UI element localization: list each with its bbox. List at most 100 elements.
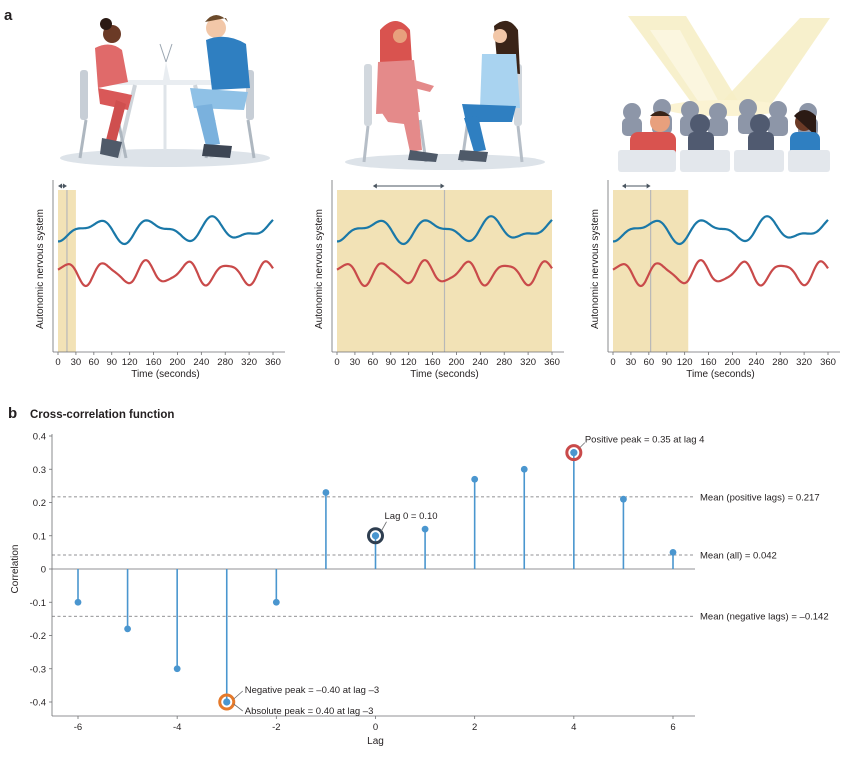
x-tick-label: 240 bbox=[472, 357, 488, 368]
cafe-table-scene-illustration bbox=[60, 15, 270, 167]
x-tick-label: -4 bbox=[173, 722, 181, 733]
y-tick-label: -0.3 bbox=[30, 664, 46, 675]
x-tick-label: 60 bbox=[644, 357, 655, 368]
x-tick-label: 360 bbox=[544, 357, 560, 368]
stem-point bbox=[421, 525, 429, 533]
y-tick-label: 0.3 bbox=[33, 465, 46, 476]
x-tick-label: 280 bbox=[772, 357, 788, 368]
timeseries-plot-1: 0 30 60 90 120 160 200 240 280 320 360 Time (second… bbox=[35, 180, 285, 380]
signal-line-red bbox=[612, 259, 829, 288]
y-tick-label: 0.4 bbox=[33, 432, 46, 443]
stem-point bbox=[124, 625, 131, 633]
x-axis-label: Lag bbox=[367, 736, 384, 747]
x-tick-label: 120 bbox=[122, 357, 138, 368]
reference-line-label: Mean (all) = 0.042 bbox=[700, 551, 777, 562]
x-tick-label: 280 bbox=[217, 357, 233, 368]
highlighted-point-ring bbox=[218, 693, 236, 711]
y-tick-label: 0.1 bbox=[33, 531, 46, 542]
x-tick-label: 280 bbox=[496, 357, 512, 368]
x-tick-label: 360 bbox=[820, 357, 836, 368]
y-tick-label: 0.2 bbox=[33, 498, 46, 509]
reference-line-label: Mean (negative lags) = –0.142 bbox=[700, 612, 829, 623]
panel-b-letter: b bbox=[8, 405, 17, 422]
x-tick-label: 160 bbox=[701, 357, 717, 368]
x-tick-label: 200 bbox=[170, 357, 186, 368]
lag-zero-annotation: Lag 0 = 0.10 bbox=[385, 511, 438, 522]
y-tick-label: -0.2 bbox=[30, 631, 46, 642]
x-tick-label: 200 bbox=[449, 357, 465, 368]
x-tick-label: 120 bbox=[401, 357, 417, 368]
audience-spotlight-scene-illustration bbox=[618, 16, 830, 172]
x-tick-label: 240 bbox=[748, 357, 764, 368]
stem-point bbox=[272, 598, 280, 606]
y-axis-label: Autonomic nervous system bbox=[590, 209, 601, 329]
absolute-peak-annotation: Absolute peak = 0.40 at lag –3 bbox=[245, 706, 374, 717]
signal-line-blue bbox=[58, 215, 274, 246]
highlighted-point bbox=[371, 532, 380, 540]
x-tick-label: 90 bbox=[106, 357, 117, 368]
highlighted-point-ring bbox=[565, 444, 583, 462]
stem-point bbox=[520, 465, 528, 473]
y-axis-label: Autonomic nervous system bbox=[314, 209, 325, 329]
signal-line-blue bbox=[337, 215, 553, 246]
window-span-arrowhead-right bbox=[440, 183, 445, 189]
annotation-leader-line bbox=[579, 442, 586, 448]
window-span-arrowhead-left bbox=[621, 183, 626, 189]
y-tick-label: 0 bbox=[41, 565, 46, 576]
cross-correlation-stem-chart: 0.4 0.3 0.2 0.1 0 -0.1 -0.2 -0.3 -0.4 -6 -4 -2 0 2 4 6 L… bbox=[10, 432, 829, 748]
x-tick-label: -2 bbox=[272, 722, 280, 733]
x-tick-label: 0 bbox=[610, 357, 615, 368]
x-tick-label: 320 bbox=[796, 357, 812, 368]
y-axis-label: Correlation bbox=[10, 545, 21, 594]
x-tick-label: 0 bbox=[334, 357, 339, 368]
x-tick-label: 200 bbox=[725, 357, 741, 368]
x-tick-label: 90 bbox=[385, 357, 396, 368]
highlighted-point bbox=[223, 698, 231, 706]
annotation-leader-line bbox=[233, 703, 243, 712]
panel-a-timeseries-plots: 0 30 60 90 120 160 200 240 280 320 360 Time (second… bbox=[35, 180, 840, 380]
stem-point bbox=[173, 665, 181, 673]
x-tick-label: 160 bbox=[146, 357, 162, 368]
panel-a-letter: a bbox=[4, 7, 13, 24]
y-axis-label: Autonomic nervous system bbox=[35, 209, 46, 329]
timeseries-plot-2: 0 30 60 90 120 160 200 240 280 320 360 Time (second… bbox=[314, 180, 564, 380]
window-span-arrowhead-left bbox=[372, 183, 377, 189]
x-tick-label: 120 bbox=[677, 357, 693, 368]
window-span-arrowhead-right bbox=[62, 183, 67, 189]
x-tick-label: 4 bbox=[571, 722, 576, 733]
reference-line-label: Mean (positive lags) = 0.217 bbox=[700, 492, 820, 503]
x-tick-label: 2 bbox=[472, 722, 477, 733]
x-tick-label: 0 bbox=[373, 722, 378, 733]
x-tick-label: 60 bbox=[89, 357, 100, 368]
x-tick-label: 6 bbox=[670, 722, 675, 733]
x-tick-label: 320 bbox=[241, 357, 257, 368]
x-tick-label: 60 bbox=[368, 357, 379, 368]
x-tick-label: 160 bbox=[425, 357, 441, 368]
x-tick-label: 0 bbox=[55, 357, 60, 368]
seated-conversation-scene-illustration bbox=[345, 20, 545, 170]
signal-line-blue bbox=[613, 215, 829, 246]
signal-line-red bbox=[336, 259, 553, 288]
y-tick-label: -0.4 bbox=[30, 698, 46, 709]
annotation-leader-line bbox=[233, 690, 244, 700]
x-tick-label: 30 bbox=[626, 357, 637, 368]
x-tick-label: 30 bbox=[71, 357, 82, 368]
highlighted-point bbox=[570, 449, 578, 457]
annotation-leader-line bbox=[381, 521, 387, 531]
stem-point bbox=[322, 489, 330, 496]
x-tick-label: 30 bbox=[350, 357, 361, 368]
x-tick-label: 240 bbox=[193, 357, 209, 368]
x-axis-label: Time (seconds) bbox=[131, 369, 200, 380]
highlighted-point-ring bbox=[367, 527, 384, 545]
x-tick-label: -6 bbox=[74, 722, 82, 733]
stem-point bbox=[74, 598, 82, 606]
x-axis-label: Time (seconds) bbox=[410, 369, 479, 380]
x-tick-label: 360 bbox=[265, 357, 281, 368]
x-tick-label: 320 bbox=[520, 357, 536, 368]
negative-peak-annotation: Negative peak = –0.40 at lag –3 bbox=[245, 685, 379, 696]
positive-peak-annotation: Positive peak = 0.35 at lag 4 bbox=[585, 435, 705, 446]
stem-point bbox=[620, 495, 627, 503]
stem-point bbox=[471, 475, 479, 483]
x-axis-label: Time (seconds) bbox=[686, 369, 755, 380]
